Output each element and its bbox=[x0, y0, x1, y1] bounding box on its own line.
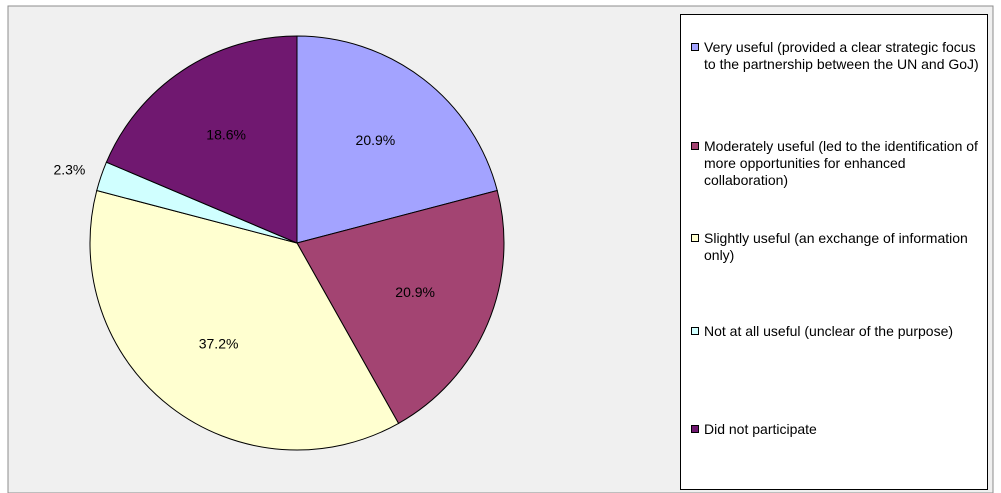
pie-slice bbox=[296, 189, 505, 425]
legend-swatch bbox=[691, 234, 699, 242]
legend-swatch bbox=[691, 142, 699, 150]
pie-slice bbox=[105, 35, 298, 244]
legend-entry: Not at all useful (unclear of the purpos… bbox=[691, 323, 981, 340]
slice-label: 2.3% bbox=[53, 162, 85, 178]
slice-label: 37.2% bbox=[199, 335, 239, 351]
legend-swatch bbox=[691, 425, 699, 433]
slice-label: 20.9% bbox=[395, 284, 435, 300]
legend-label: Slightly useful (an exchange of informat… bbox=[704, 230, 968, 263]
pie-slice bbox=[296, 35, 498, 244]
legend-label: Did not participate bbox=[704, 421, 817, 437]
legend-label: Very useful (provided a clear strategic … bbox=[704, 39, 979, 72]
legend-entry: Moderately useful (led to the identifica… bbox=[691, 138, 981, 189]
legend-swatch bbox=[691, 43, 699, 51]
legend-entry: Did not participate bbox=[691, 421, 981, 438]
legend-entry: Very useful (provided a clear strategic … bbox=[691, 39, 981, 73]
legend-label: Moderately useful (led to the identifica… bbox=[704, 138, 978, 188]
legend-swatch bbox=[691, 327, 699, 335]
legend-label: Not at all useful (unclear of the purpos… bbox=[704, 323, 954, 339]
slice-label: 20.9% bbox=[356, 132, 396, 148]
legend-entry: Slightly useful (an exchange of informat… bbox=[691, 230, 981, 264]
legend: Very useful (provided a clear strategic … bbox=[680, 14, 988, 490]
pie-slice bbox=[89, 189, 400, 451]
slice-label: 18.6% bbox=[206, 127, 246, 143]
